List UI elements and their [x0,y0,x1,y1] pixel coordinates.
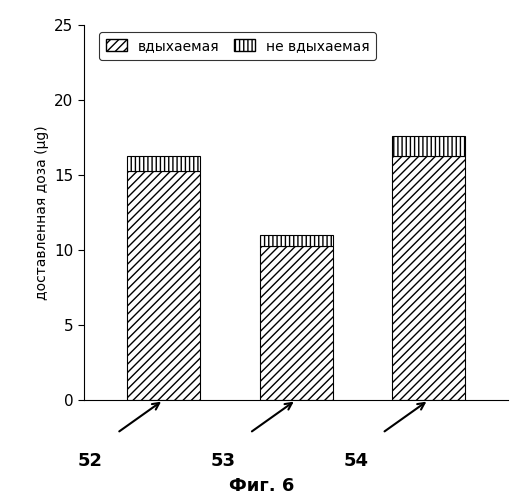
Bar [259,246,333,400]
Bar [259,235,333,246]
Text: Фиг. 6: Фиг. 6 [230,477,294,495]
Text: 54: 54 [343,452,368,470]
Text: 52: 52 [78,452,103,470]
Bar [127,170,200,400]
Y-axis label: доставленная доза (μg): доставленная доза (μg) [35,125,49,300]
Bar [392,136,465,156]
Bar [127,156,200,170]
Legend: вдыхаемая, не вдыхаемая: вдыхаемая, не вдыхаемая [99,32,376,60]
Bar [392,156,465,400]
Text: 53: 53 [211,452,236,470]
